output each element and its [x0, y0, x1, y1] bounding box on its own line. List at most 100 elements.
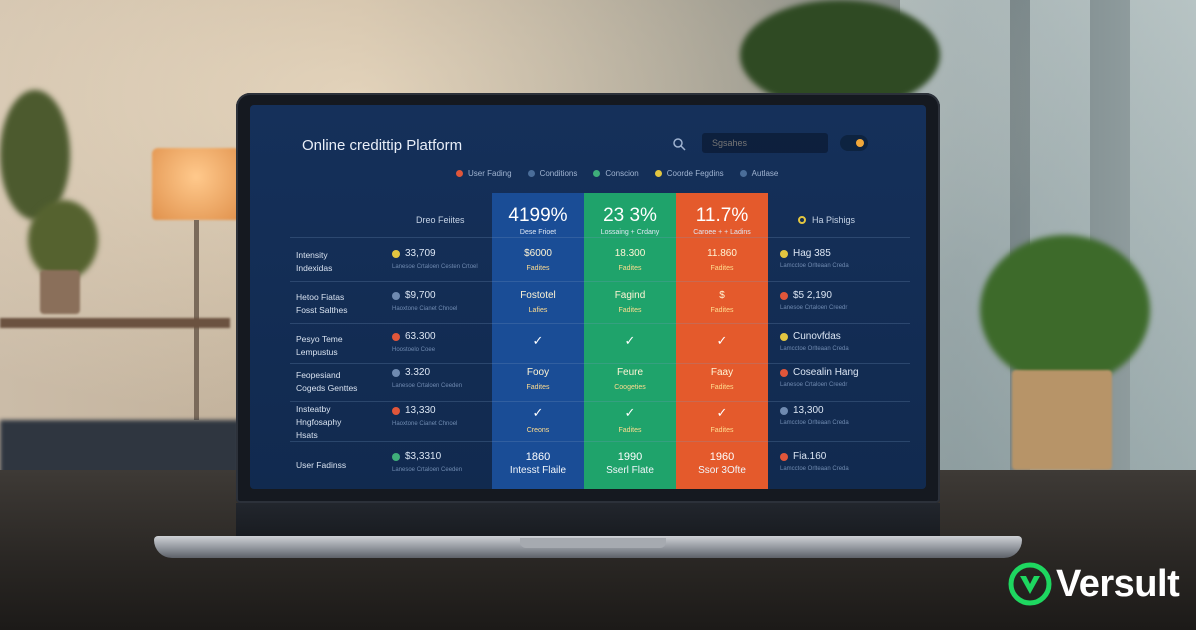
- metric-description: Lamcctoe Orlteaan Creda: [780, 346, 849, 352]
- cell-status: Fadites: [526, 265, 550, 272]
- metric-description: Lanesoe Crtaloen Ceeden: [392, 467, 463, 473]
- metric-description: Lanesoe Crtaloen Ceeden: [392, 383, 463, 389]
- column-subtitle: Caroee + + Ladins: [693, 229, 751, 236]
- row-metric: $3,3310 Lanesoe Crtaloen Ceeden: [392, 451, 488, 474]
- metric-description: Hoostoelo Coee: [392, 347, 436, 353]
- tab-label: User Fading: [468, 169, 512, 178]
- metric-dot-icon: [392, 332, 400, 341]
- tab-label: Conditions: [539, 169, 578, 178]
- tab-dot-icon: [527, 170, 535, 177]
- metric-value: $5 2,190: [793, 290, 832, 301]
- footer-value: 1860: [525, 451, 551, 463]
- column-footer-2[interactable]: 1990 Sserl Flate: [584, 451, 676, 476]
- row-metric: 13,330 Haoxtone Cianet Chnoel: [392, 405, 488, 428]
- check-cell[interactable]: ✓: [676, 333, 768, 349]
- cell-value: Fagind: [614, 290, 646, 301]
- tab-conscion[interactable]: Conscion: [593, 169, 639, 178]
- metric-description: Haoxtone Cianet Chnoel: [392, 421, 458, 427]
- tab-coorde-fegdins[interactable]: Coorde Fegdins: [654, 169, 724, 178]
- table-cell[interactable]: $ Fadites: [676, 290, 768, 314]
- column-footer-3[interactable]: 1960 Ssor 3Ofte: [676, 451, 768, 476]
- laptop-screen: Online credittip Platform User Fading Co…: [250, 105, 926, 489]
- right-column-header: Ha Pishigs: [798, 215, 855, 225]
- check-icon: ✓: [624, 405, 636, 420]
- metric-dot-icon: [780, 406, 788, 415]
- table-cell[interactable]: Faay Fadites: [676, 367, 768, 391]
- column-header-3[interactable]: 11.7% Caroee + + Ladins: [676, 205, 768, 236]
- metric-dot-icon: [392, 452, 400, 461]
- column-band-red: [676, 193, 768, 489]
- row-divider: [290, 323, 910, 324]
- table-cell[interactable]: Fagind Fadites: [584, 290, 676, 314]
- check-icon: ✓: [532, 405, 544, 420]
- check-cell[interactable]: ✓: [492, 333, 584, 349]
- column-footer-1[interactable]: 1860 Intesst Flaile: [492, 451, 584, 476]
- cell-value: Fooy: [526, 367, 550, 378]
- row-divider: [290, 363, 910, 364]
- row-metric: 33,709 Lanesoe Crtaloen Cesten Crtoel: [392, 248, 488, 271]
- table-cell[interactable]: 11.860 Fadites: [676, 248, 768, 272]
- right-metric: Fia.160 Lamcctoe Orlteaan Creda: [780, 451, 890, 472]
- row-label: Hetoo Fiatas Fosst Salthes: [296, 291, 396, 317]
- background-plant: [740, 0, 940, 110]
- check-icon: ✓: [716, 405, 728, 420]
- table-cell[interactable]: 18.300 Fadites: [584, 248, 676, 272]
- cell-status: Fadites: [618, 307, 642, 314]
- search-icon[interactable]: [672, 137, 686, 151]
- check-cell[interactable]: ✓: [584, 333, 676, 349]
- right-metric: 13,300 Lamcctoe Orlteaan Creda: [780, 405, 890, 426]
- right-metric: Cunovfdas Lamcctoe Orlteaan Creda: [780, 331, 890, 352]
- laptop-notch: [520, 538, 666, 548]
- tab-dot-icon: [654, 170, 662, 177]
- search-input[interactable]: [702, 133, 828, 153]
- tab-dot-icon: [456, 170, 463, 177]
- column-header-2[interactable]: 23 3% Lossaing + Crdany: [584, 205, 676, 236]
- left-column-header: Dreo Feiites: [416, 215, 465, 225]
- row-divider: [290, 401, 910, 402]
- tab-autlase[interactable]: Autlase: [739, 169, 778, 178]
- column-header-1[interactable]: 4199% Dese Frioet: [492, 205, 584, 236]
- check-cell[interactable]: ✓ Creons: [492, 405, 584, 434]
- metric-description: Lamcctoe Orlteaan Creda: [780, 263, 849, 269]
- cell-status: Fadites: [710, 307, 734, 314]
- metric-value: Fia.160: [793, 451, 827, 462]
- versult-logo-icon: [1008, 562, 1052, 606]
- column-subtitle: Dese Frioet: [519, 229, 557, 236]
- row-label-text: Pesyo Teme Lempustus: [296, 334, 343, 357]
- settings-toggle[interactable]: [840, 135, 868, 151]
- metric-dot-icon: [392, 368, 400, 377]
- column-rate: 23 3%: [603, 205, 657, 226]
- tab-bar: User Fading Conditions Conscion Coorde F…: [456, 169, 778, 178]
- row-label-text: Intensity Indexidas: [296, 250, 333, 273]
- metric-description: Lamcctoe Orlteaan Creda: [780, 420, 849, 426]
- tab-user-fading[interactable]: User Fading: [456, 169, 512, 178]
- check-icon: ✓: [716, 333, 728, 348]
- check-cell[interactable]: ✓ Fadites: [584, 405, 676, 434]
- versult-logo: Versult: [1008, 562, 1180, 606]
- metric-value: $3,3310: [405, 451, 442, 462]
- metric-dot-icon: [780, 332, 788, 341]
- footer-label: Intesst Flaile: [509, 465, 567, 476]
- metric-value: Cunovfdas: [793, 331, 841, 342]
- row-divider: [290, 237, 910, 238]
- cell-status: Fadites: [710, 265, 734, 272]
- ring-icon: [798, 216, 806, 224]
- table-cell[interactable]: Fostotel Lafies: [492, 290, 584, 314]
- table-cell[interactable]: $6000 Fadites: [492, 248, 584, 272]
- row-label-text: Insteatby Hngfosaphy Hsats: [296, 404, 342, 440]
- background-pot: [1012, 370, 1112, 470]
- tab-dot-icon: [739, 170, 747, 177]
- row-metric: 63.300 Hoostoelo Coee: [392, 331, 488, 354]
- check-cell[interactable]: ✓ Fadites: [676, 405, 768, 434]
- right-metric: Hag 385 Lamcctoe Orlteaan Creda: [780, 248, 890, 269]
- table-cell[interactable]: Fooy Fadites: [492, 367, 584, 391]
- laptop-hinge: [236, 503, 940, 539]
- tab-conditions[interactable]: Conditions: [527, 169, 578, 178]
- footer-label: Sserl Flate: [606, 465, 654, 476]
- table-cell[interactable]: Feure Coogeties: [584, 367, 676, 391]
- background-plant: [28, 200, 98, 280]
- row-label: Intensity Indexidas: [296, 249, 396, 275]
- row-label-text: User Fadinss: [296, 460, 347, 470]
- metric-value: 3.320: [405, 367, 431, 378]
- check-icon: ✓: [532, 333, 544, 348]
